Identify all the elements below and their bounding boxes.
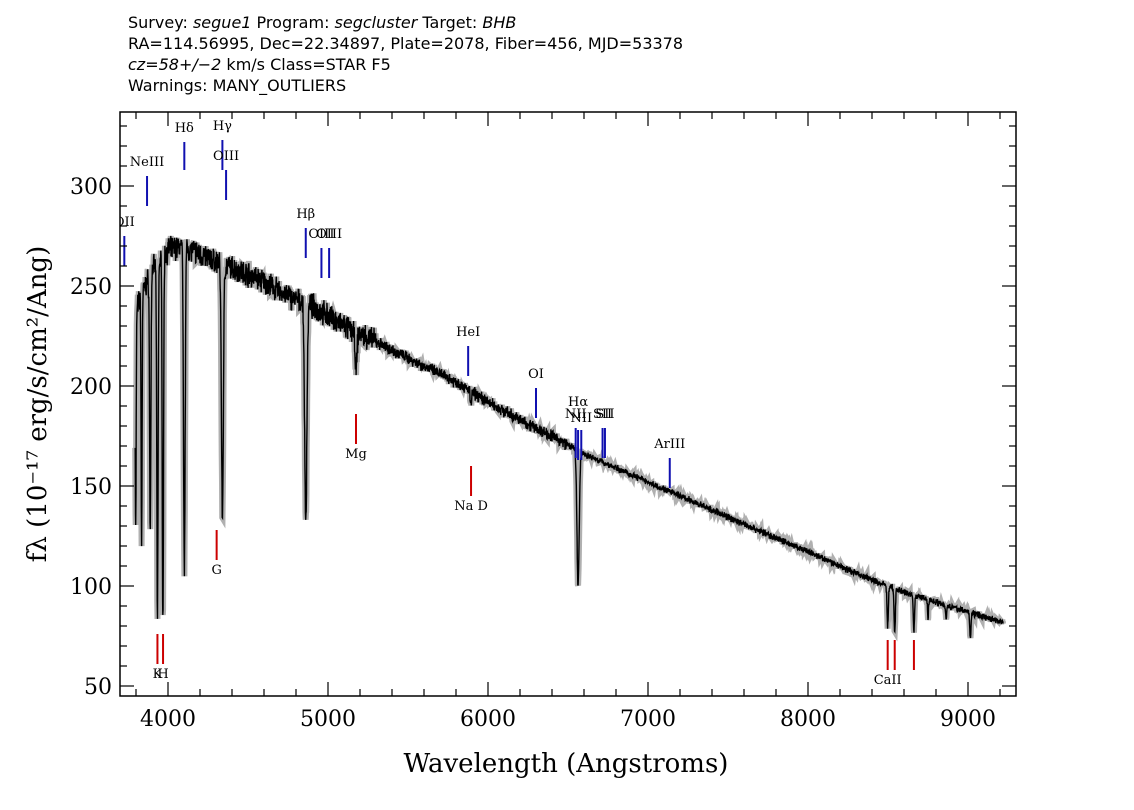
- header-line1-seg: BHB: [482, 13, 516, 32]
- x-axis-label: Wavelength (Angstroms): [404, 749, 729, 779]
- y-tick-label: 50: [84, 675, 112, 700]
- absorption-label: G: [211, 563, 221, 578]
- emission-label: NII: [570, 411, 592, 426]
- x-tick-label: 9000: [940, 707, 996, 732]
- emission-label: Hβ: [296, 207, 315, 222]
- y-tick-label: 300: [70, 175, 112, 200]
- header-line2: RA=114.56995, Dec=22.34897, Plate=2078, …: [128, 34, 683, 53]
- x-tick-label: 8000: [780, 707, 836, 732]
- header-line4: Warnings: MANY_OUTLIERS: [128, 76, 346, 96]
- emission-label: HeI: [456, 325, 480, 340]
- x-tick-label: 4000: [140, 707, 196, 732]
- header-line3-seg: km/s Class=STAR F5: [221, 55, 390, 74]
- x-tick-label: 5000: [300, 707, 356, 732]
- header-line1: Survey: segue1 Program: segcluster Targe…: [128, 13, 516, 32]
- absorption-label: H: [157, 667, 168, 682]
- emission-label: SII: [595, 407, 614, 422]
- y-tick-label: 150: [70, 475, 112, 500]
- y-tick-label: 100: [70, 575, 112, 600]
- header-line4-seg: Warnings: MANY_OUTLIERS: [128, 76, 346, 96]
- emission-label: OIII: [316, 227, 342, 242]
- header-line1-seg: segue1: [193, 13, 252, 32]
- emission-label: NeIII: [130, 155, 164, 170]
- y-tick-label: 200: [70, 375, 112, 400]
- emission-label: OIII: [308, 227, 334, 242]
- header-line1-seg: Target:: [417, 13, 482, 32]
- emission-label: SII: [593, 407, 612, 422]
- emission-label: OI: [528, 367, 544, 382]
- emission-label: ArIII: [653, 437, 685, 452]
- header-line3-seg: cz=58+/−2: [128, 55, 221, 74]
- y-axis-label: fλ (10⁻¹⁷ erg/s/cm²/Ang): [23, 246, 53, 562]
- y-tick-label: 250: [70, 275, 112, 300]
- header-line1-seg: Program:: [251, 13, 334, 32]
- x-tick-label: 6000: [460, 707, 516, 732]
- plot-frame: [119, 111, 1017, 697]
- emission-label: Hγ: [213, 119, 232, 134]
- absorption-label: Na D: [454, 499, 488, 514]
- absorption-label: Mg: [345, 447, 367, 462]
- header-line1-seg: Survey:: [128, 13, 193, 32]
- header-line3: cz=58+/−2 km/s Class=STAR F5: [128, 55, 391, 74]
- x-axis: 4000 5000 6000 7000 8000 9000: [135, 112, 1001, 732]
- emission-label: Hδ: [175, 121, 194, 136]
- emission-label: Hα: [568, 395, 588, 410]
- spectrum-line: [134, 235, 1004, 639]
- emission-label: OII: [114, 215, 135, 230]
- emission-label: OIII: [213, 149, 239, 164]
- header-line2-seg: RA=114.56995, Dec=22.34897, Plate=2078, …: [128, 34, 683, 53]
- plot-header: Survey: segue1 Program: segcluster Targe…: [128, 13, 683, 96]
- y-axis: 50 100 150 200 250 300: [70, 125, 1016, 700]
- header-line1-seg: segcluster: [335, 13, 419, 32]
- absorption-label: CaII: [874, 673, 902, 688]
- x-tick-label: 7000: [620, 707, 676, 732]
- absorption-label: K: [153, 667, 163, 682]
- emission-label: NII: [565, 407, 587, 422]
